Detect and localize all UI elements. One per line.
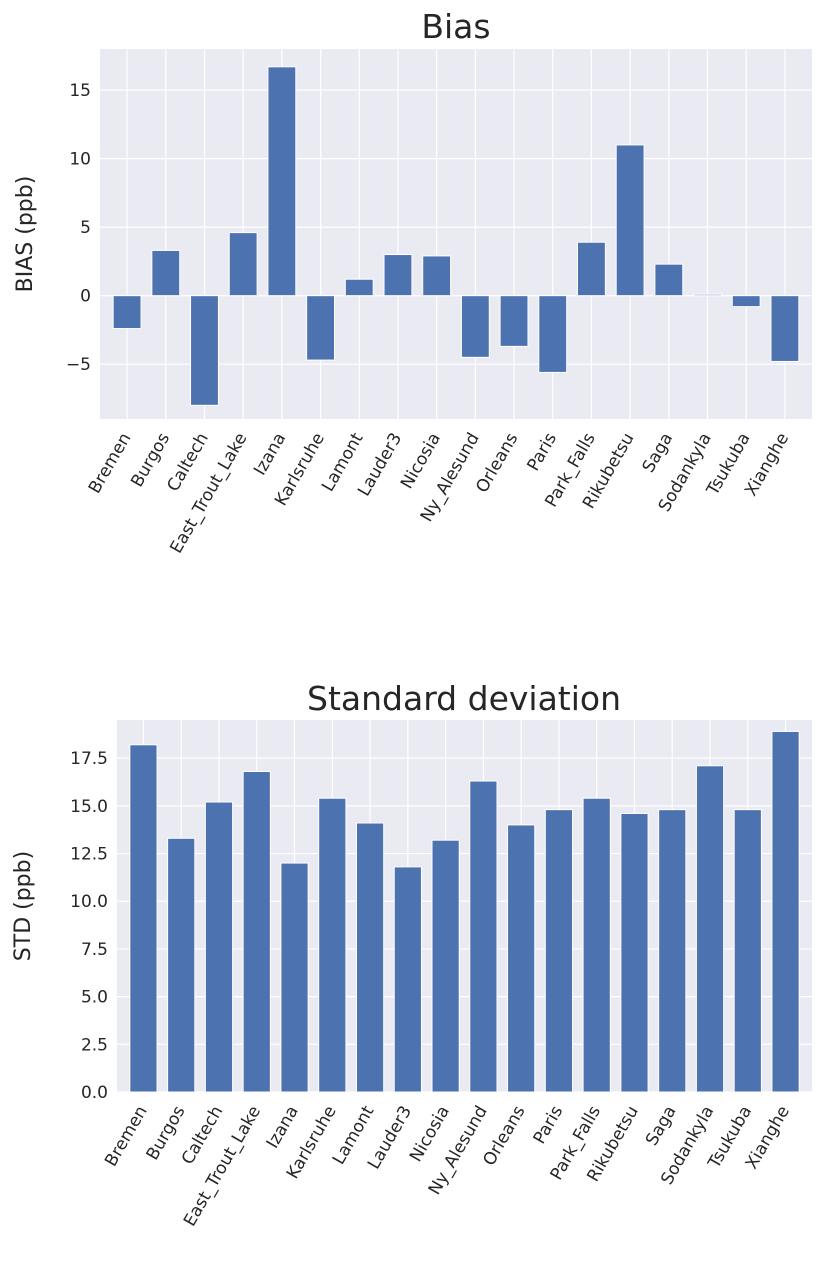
std-y-tick-label: 5.0 bbox=[81, 988, 108, 1008]
std-bar-xianghe bbox=[771, 730, 800, 1093]
bias-y-tick-label: −5 bbox=[66, 355, 91, 375]
bias-bar-lauder3 bbox=[383, 254, 413, 297]
bias-x-tick-label: Saga bbox=[639, 430, 678, 477]
bias-bar-caltech bbox=[190, 295, 219, 406]
bias-bar-nicosia bbox=[422, 255, 452, 297]
std-chart: 0.02.55.07.510.012.515.017.5 BremenBurgo… bbox=[11, 679, 812, 1230]
std-bar-saga bbox=[658, 809, 687, 1093]
std-bar-ny-alesund bbox=[469, 780, 498, 1093]
bias-bar-saga bbox=[654, 263, 684, 297]
std-bar-burgos bbox=[167, 837, 196, 1093]
bias-bar-bremen bbox=[112, 295, 142, 330]
bias-bar-ny-alesund bbox=[460, 295, 490, 358]
bias-x-tick-label: Paris bbox=[524, 429, 562, 474]
std-bar-paris bbox=[544, 809, 574, 1093]
std-bar-park-falls bbox=[582, 797, 611, 1093]
bias-bar-burgos bbox=[151, 249, 181, 297]
std-bar-caltech bbox=[204, 801, 234, 1093]
std-bar-east-trout-lake bbox=[242, 771, 271, 1093]
std-y-tick-label: 17.5 bbox=[70, 749, 108, 769]
std-y-tick-label: 0.0 bbox=[81, 1083, 108, 1103]
std-x-tick-label: Paris bbox=[530, 1102, 568, 1147]
std-y-axis-label: STD (ppb) bbox=[11, 851, 36, 961]
bias-bar-rikubetsu bbox=[615, 144, 645, 297]
std-x-tick-label: Izana bbox=[263, 1103, 303, 1152]
bias-y-tick-label: 15 bbox=[69, 81, 91, 101]
bias-bar-karlsruhe bbox=[306, 295, 335, 361]
bias-bar-park-falls bbox=[577, 241, 606, 297]
std-bar-izana bbox=[280, 862, 309, 1093]
bias-bar-orleans bbox=[499, 295, 529, 347]
bias-bar-paris bbox=[538, 295, 568, 373]
std-y-tick-label: 2.5 bbox=[81, 1035, 108, 1055]
std-y-tick-label: 12.5 bbox=[70, 845, 108, 865]
std-bar-lamont bbox=[355, 822, 385, 1093]
bias-x-tick-label: Bremen bbox=[85, 430, 136, 498]
std-bar-bremen bbox=[129, 744, 158, 1093]
bias-title: Bias bbox=[421, 7, 490, 46]
bias-y-axis-label: BIAS (ppb) bbox=[13, 176, 38, 293]
bias-bar-tsukuba bbox=[731, 295, 761, 308]
std-title: Standard deviation bbox=[307, 679, 621, 718]
std-bar-orleans bbox=[507, 824, 536, 1093]
std-y-tick-label: 15.0 bbox=[70, 797, 108, 817]
std-x-tick-label: Bremen bbox=[101, 1103, 152, 1171]
std-bar-tsukuba bbox=[733, 809, 762, 1093]
bias-y-tick-label: 0 bbox=[80, 287, 91, 307]
bias-bar-xianghe bbox=[770, 295, 800, 362]
std-bar-karlsruhe bbox=[318, 797, 347, 1093]
bias-bar-lamont bbox=[344, 278, 374, 297]
std-y-tick-label: 7.5 bbox=[81, 940, 108, 960]
bias-y-tick-label: 5 bbox=[80, 218, 91, 238]
bias-x-tick-label: Izana bbox=[250, 430, 290, 479]
bias-y-tick-label: 10 bbox=[69, 150, 91, 170]
bias-bar-sodankyla bbox=[693, 293, 722, 297]
std-bar-lauder3 bbox=[393, 866, 422, 1093]
std-y-tick-label: 10.0 bbox=[70, 892, 108, 912]
std-bar-rikubetsu bbox=[620, 812, 649, 1093]
std-x-tick-label: Saga bbox=[642, 1103, 681, 1150]
std-bar-sodankyla bbox=[695, 765, 725, 1093]
bias-bar-izana bbox=[267, 66, 297, 297]
std-bar-nicosia bbox=[431, 839, 460, 1093]
bias-bar-east-trout-lake bbox=[228, 232, 258, 297]
